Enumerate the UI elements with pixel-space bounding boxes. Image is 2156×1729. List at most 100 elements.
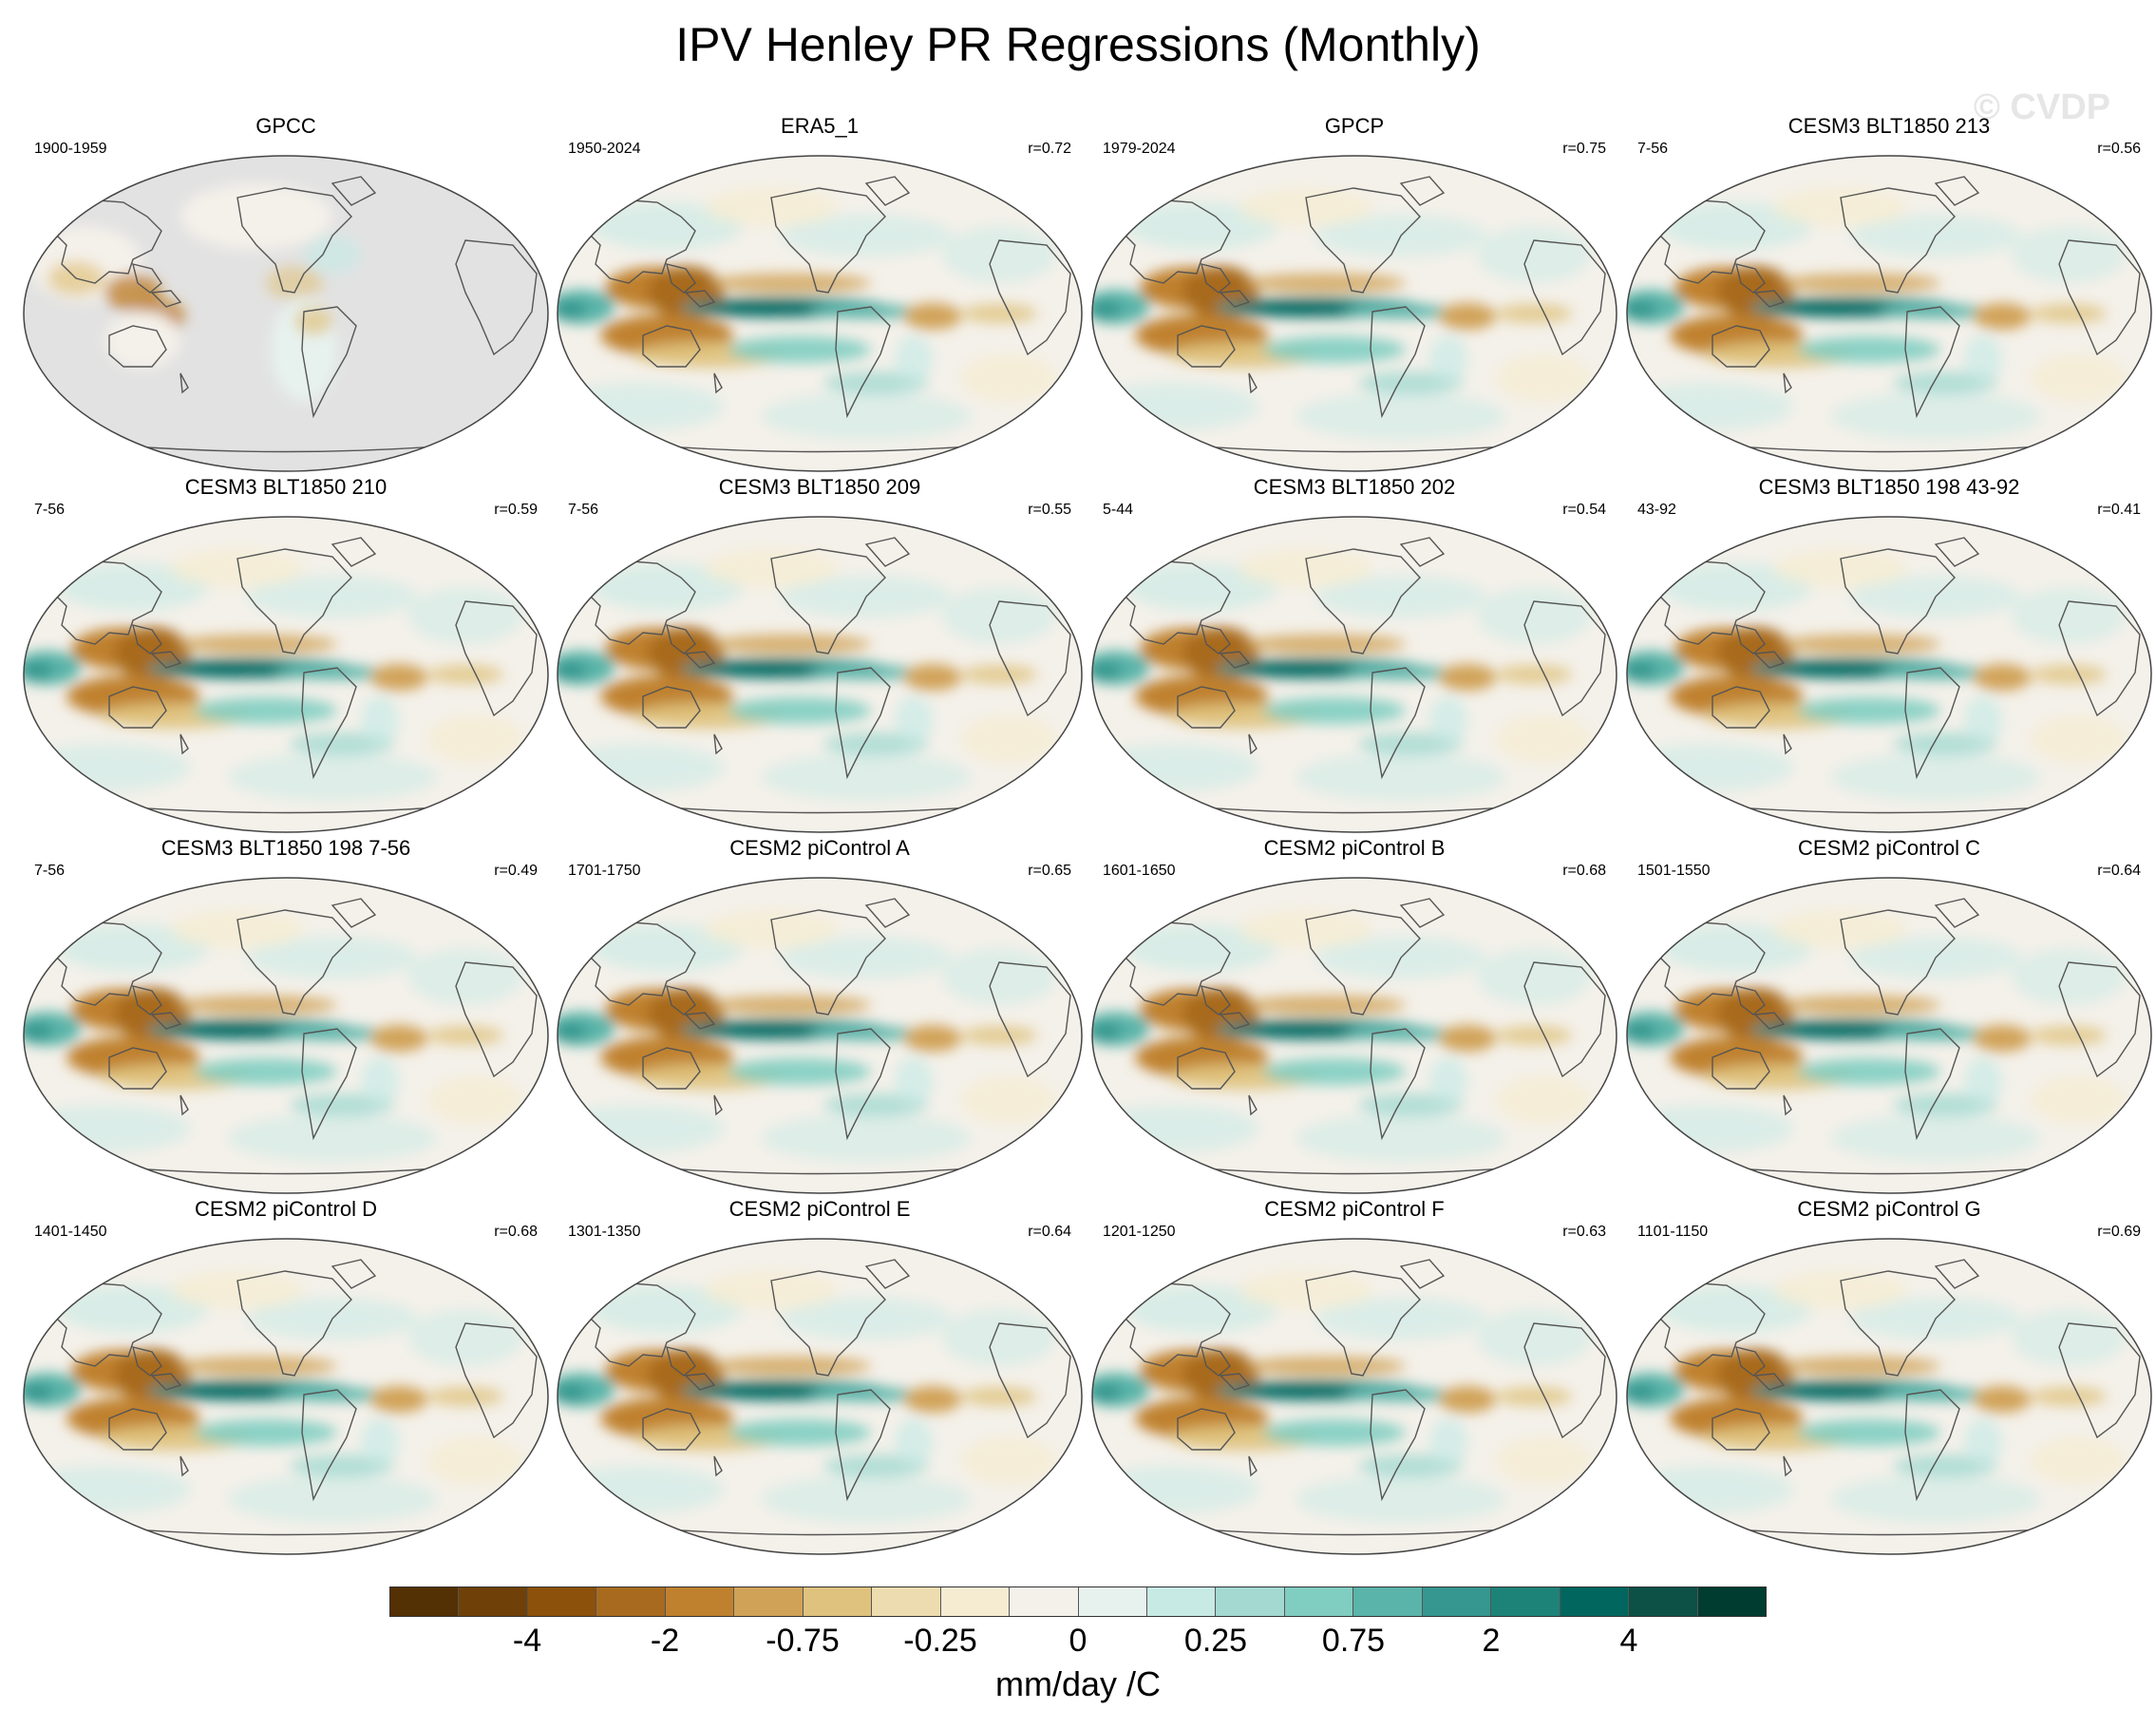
- map-border: [23, 1238, 549, 1555]
- anomaly-pattern: [1660, 1285, 1812, 1333]
- colorbar: -4 -2 -0.75 -0.25 0 0.25 0.75 2 4 mm/day /C: [389, 1586, 1767, 1703]
- anomaly-pattern: [1627, 300, 1656, 319]
- anomaly-pattern: [161, 1022, 294, 1037]
- map-border: [557, 1238, 1083, 1555]
- panel-period: 1900-1959: [34, 141, 107, 157]
- anomaly-pattern: [705, 549, 838, 587]
- anomaly-pattern: [176, 635, 337, 654]
- anomaly-pattern: [2031, 354, 2126, 402]
- anomaly-pattern: [161, 661, 294, 676]
- anomaly-pattern: [361, 1418, 399, 1466]
- anomaly-pattern: [705, 188, 838, 226]
- anomaly-pattern: [1779, 635, 1940, 654]
- anomaly-pattern: [1798, 697, 1940, 724]
- colorbar-swatch: [1284, 1587, 1354, 1616]
- anomaly-pattern: [1477, 587, 1591, 644]
- anomaly-pattern: [161, 1383, 294, 1398]
- anomaly-pattern: [2012, 1309, 2126, 1366]
- anomaly-pattern: [1496, 715, 1591, 763]
- anomaly-pattern: [1831, 1114, 2040, 1162]
- map-border: [1626, 877, 2152, 1194]
- anomaly-pattern: [558, 661, 587, 680]
- anomaly-pattern: [1092, 1383, 1122, 1402]
- map-border: [1091, 1238, 1617, 1555]
- anomaly-pattern: [2031, 1076, 2126, 1124]
- anomaly-pattern: [895, 696, 933, 744]
- anomaly-pattern: [1477, 226, 1591, 283]
- robinson-map: [23, 877, 549, 1194]
- anomaly-pattern: [1496, 665, 1572, 684]
- anomaly-pattern: [1831, 753, 2040, 801]
- anomaly-pattern: [904, 303, 961, 330]
- anomaly-pattern: [942, 1309, 1056, 1366]
- anomaly-pattern: [1627, 661, 1656, 680]
- anomaly-pattern: [895, 1057, 933, 1105]
- colorbar-swatch: [1216, 1587, 1285, 1616]
- colorbar-swatch: [803, 1587, 873, 1616]
- anomaly-pattern: [695, 661, 828, 676]
- anomaly-pattern: [1439, 1386, 1496, 1413]
- panel-correlation: r=0.59: [494, 502, 538, 518]
- anomaly-pattern: [1092, 744, 1258, 791]
- anomaly-pattern: [57, 924, 209, 972]
- colorbar-swatch: [1697, 1587, 1767, 1616]
- anomaly-pattern: [558, 300, 587, 319]
- colorbar-swatch: [1353, 1587, 1423, 1616]
- map-panel: GPCP 1979-2024 r=0.75: [1087, 112, 1621, 473]
- panel-title: CESM2 piControl G: [1797, 1197, 1981, 1221]
- anomaly-pattern: [762, 392, 971, 440]
- anomaly-pattern: [195, 1419, 337, 1446]
- anomaly-pattern: [1798, 1419, 1940, 1446]
- anomaly-pattern: [1964, 335, 2002, 383]
- anomaly-pattern: [1964, 696, 2002, 744]
- colorbar-swatch: [1010, 1587, 1079, 1616]
- anomaly-pattern: [1765, 1022, 1898, 1037]
- anomaly-pattern: [2012, 226, 2126, 283]
- map-panel: CESM2 piControl D 1401-1450 r=0.68: [19, 1195, 553, 1556]
- anomaly-pattern: [942, 226, 1056, 283]
- panel-correlation: r=0.64: [2097, 863, 2141, 879]
- panel-correlation: r=0.64: [1028, 1224, 1071, 1240]
- anomaly-pattern: [1831, 392, 2040, 440]
- panel-period: 1301-1350: [568, 1224, 641, 1240]
- panel-title: CESM3 BLT1850 209: [718, 475, 921, 499]
- anomaly-pattern: [1230, 661, 1363, 676]
- panel-period: 1979-2024: [1103, 141, 1176, 157]
- anomaly-pattern: [591, 202, 743, 250]
- anomaly-pattern: [1439, 1025, 1496, 1052]
- panel-correlation: r=0.55: [1028, 502, 1071, 518]
- panel-correlation: r=0.63: [1562, 1224, 1606, 1240]
- map-panel-grid: GPCC 1900-1959 ERA5_1 1950-2024 r=0.72 GPCP 19…: [19, 112, 2156, 1556]
- panel-correlation: r=0.49: [494, 863, 538, 879]
- anomaly-pattern: [695, 300, 828, 315]
- map-panel: CESM3 BLT1850 198 7-56 7-56 r=0.49: [19, 834, 553, 1195]
- colorbar-tick-label: -2: [650, 1623, 680, 1659]
- anomaly-pattern: [695, 1022, 828, 1037]
- colorbar-swatch: [1422, 1587, 1492, 1616]
- anomaly-pattern: [1125, 202, 1277, 250]
- anomaly-pattern: [1230, 1383, 1363, 1398]
- robinson-map: [1091, 1238, 1617, 1555]
- colorbar-swatch: [459, 1587, 528, 1616]
- anomaly-pattern: [1496, 1026, 1572, 1045]
- colorbar-tick-label: -0.75: [766, 1623, 840, 1659]
- anomaly-pattern: [1263, 336, 1406, 363]
- map-panel: ERA5_1 1950-2024 r=0.72: [553, 112, 1087, 473]
- anomaly-pattern: [1429, 696, 1467, 744]
- anomaly-pattern: [728, 1058, 871, 1085]
- anomaly-pattern: [1244, 996, 1406, 1015]
- anomaly-pattern: [195, 697, 337, 724]
- map-panel: CESM3 BLT1850 209 7-56 r=0.55: [553, 473, 1087, 834]
- map-panel: CESM2 piControl C 1501-1550 r=0.64: [1622, 834, 2156, 1195]
- anomaly-pattern: [1765, 661, 1898, 676]
- anomaly-pattern: [1239, 1271, 1372, 1309]
- cvdp-watermark: © CVDP: [1973, 87, 2110, 127]
- anomaly-pattern: [728, 1419, 871, 1446]
- anomaly-pattern: [705, 910, 838, 948]
- anomaly-pattern: [1496, 1076, 1591, 1124]
- anomaly-pattern: [1244, 635, 1406, 654]
- robinson-map: [1626, 877, 2152, 1194]
- anomaly-pattern: [2031, 1387, 2107, 1406]
- anomaly-pattern: [1263, 697, 1406, 724]
- anomaly-pattern: [1774, 1271, 1907, 1309]
